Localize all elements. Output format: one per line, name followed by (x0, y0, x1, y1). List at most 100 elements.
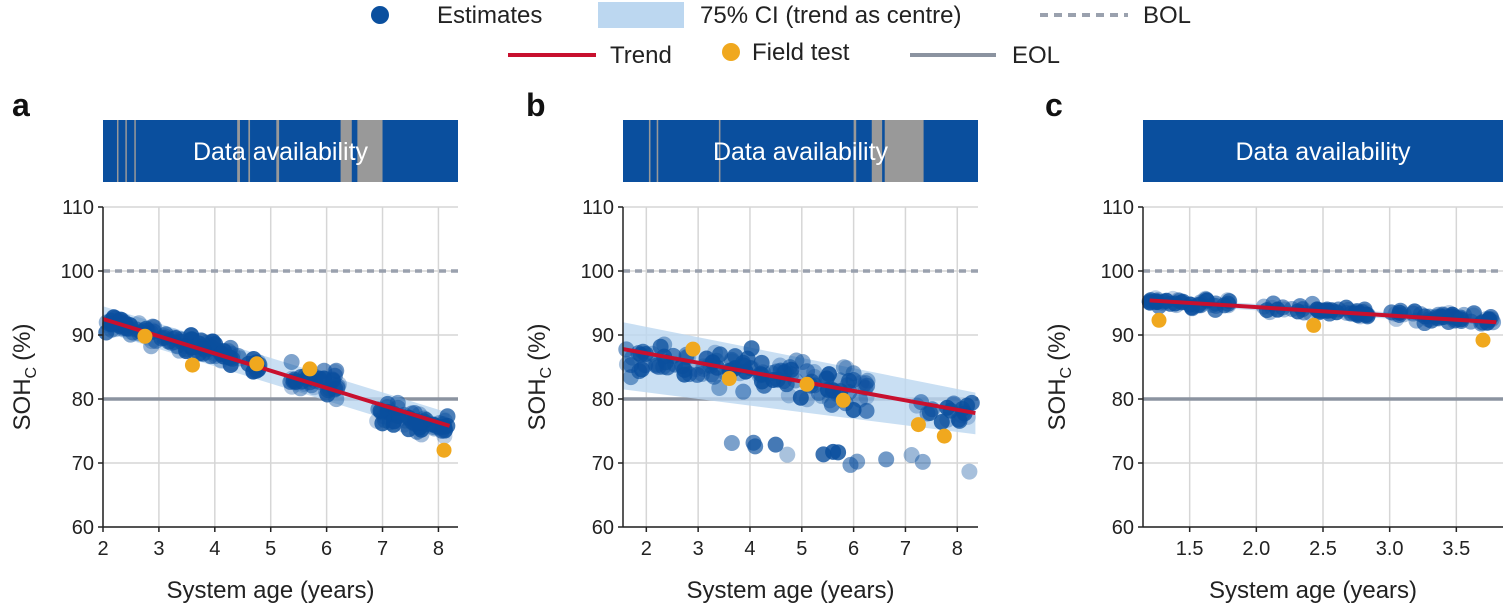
legend-estimates-marker (371, 6, 389, 24)
y-axis-label-unit: (%) (524, 324, 551, 361)
field-test-point (936, 428, 952, 444)
x-tick-label: 5 (796, 538, 807, 560)
y-axis-label-main: SOH (9, 378, 36, 430)
field-test-point (249, 356, 265, 372)
estimate-point (1481, 311, 1498, 328)
x-tick-label: 3.5 (1442, 538, 1470, 560)
x-tick-label: 4 (744, 538, 755, 560)
legend-field-test-label: Field test (752, 39, 850, 66)
estimate-point (292, 380, 309, 397)
estimate-point (711, 379, 728, 396)
y-tick-label: 110 (582, 197, 614, 219)
x-tick-label: 3 (693, 538, 704, 560)
y-tick-label: 60 (592, 517, 614, 539)
estimate-point (878, 451, 895, 468)
availability-gap (276, 120, 280, 182)
availability-bar (103, 120, 458, 182)
panel-label: a (12, 87, 30, 123)
legend-trend-label: Trend (610, 42, 672, 69)
field-test-point (799, 376, 815, 392)
y-tick-label: 80 (72, 389, 94, 411)
field-test-point (436, 442, 452, 458)
estimate-point (838, 360, 855, 377)
field-test-point (137, 328, 153, 344)
x-axis-label: System age (years) (166, 577, 374, 604)
x-axis-label: System age (years) (686, 577, 894, 604)
estimate-point (315, 370, 332, 387)
trend-line (1149, 298, 1497, 325)
estimate-point (376, 408, 393, 425)
field-test-point (910, 417, 926, 433)
availability-gap (237, 120, 240, 182)
field-test-point (835, 392, 851, 408)
estimate-point (735, 354, 752, 371)
y-tick-label: 80 (1112, 389, 1134, 411)
estimate-point (771, 357, 788, 374)
y-tick-label: 100 (1101, 261, 1134, 283)
availability-gap (357, 120, 383, 182)
availability-gap (648, 120, 651, 182)
y-tick-label: 80 (592, 389, 614, 411)
estimate-point (712, 346, 729, 363)
availability-label: Data availability (1235, 138, 1411, 166)
y-axis-label-main: SOH (524, 378, 551, 430)
y-tick-label: 90 (592, 325, 614, 347)
legend-ci-label: 75% CI (trend as centre) (700, 2, 961, 29)
estimate-point (933, 413, 950, 430)
availability-gap (884, 120, 924, 182)
estimate-point (842, 456, 859, 473)
x-tick-label: 1.5 (1176, 538, 1204, 560)
y-tick-label: 70 (1112, 453, 1134, 475)
x-tick-label: 6 (321, 538, 332, 560)
estimate-point (753, 373, 770, 390)
estimate-point (723, 435, 740, 452)
y-tick-label: 100 (61, 261, 94, 283)
x-tick-label: 4 (209, 538, 220, 560)
legend-ci-swatch (598, 2, 684, 28)
estimate-point (798, 391, 815, 408)
x-tick-label: 6 (848, 538, 859, 560)
estimate-point (821, 366, 838, 383)
y-axis-label: SOHC (%) (9, 324, 40, 431)
availability-label: Data availability (713, 138, 889, 166)
panels: a Data availability 2 3 4 5 6 7 8 60 70 80 90 100 110 S… (9, 87, 1503, 604)
estimate-point (859, 372, 876, 389)
legend-bol: BOL (1040, 2, 1191, 29)
estimate-point (903, 447, 920, 464)
estimate-point (780, 387, 797, 404)
estimate-point (859, 377, 876, 394)
estimate-point (815, 446, 832, 463)
field-test-point (1475, 332, 1491, 348)
field-test-point (1306, 317, 1322, 333)
estimate-point (922, 404, 939, 421)
estimate-point (676, 361, 693, 378)
field-test-point (184, 357, 200, 373)
field-test-point (1151, 312, 1167, 328)
estimate-point (961, 463, 978, 480)
estimate-point (950, 411, 967, 428)
x-tick-label: 8 (433, 538, 444, 560)
estimate-point (806, 364, 823, 381)
availability-label: Data availability (193, 138, 369, 166)
estimate-point (799, 363, 816, 380)
panel-label: b (526, 87, 546, 123)
y-tick-label: 110 (1102, 197, 1134, 219)
panel-label: c (1045, 87, 1063, 123)
y-axis-label-main: SOH (1044, 378, 1071, 430)
estimate-point (747, 438, 764, 455)
y-axis-label: SOHC (%) (1044, 324, 1075, 431)
y-axis-label-subscript: C (23, 367, 40, 379)
x-tick-label: 2.0 (1242, 538, 1270, 560)
availability-gap (853, 120, 857, 182)
y-tick-label: 60 (1112, 517, 1134, 539)
availability-gap (718, 120, 721, 182)
x-tick-label: 2 (641, 538, 652, 560)
x-tick-label: 8 (952, 538, 963, 560)
x-tick-label: 2.5 (1309, 538, 1337, 560)
estimate-point (706, 368, 723, 385)
y-tick-label: 70 (592, 453, 614, 475)
legend-ci: 75% CI (trend as centre) (598, 2, 961, 29)
panel-c: c Data availability 1.5 2.0 2.5 3.0 3.5 60 70 80 9… (1044, 87, 1503, 604)
y-tick-label: 90 (72, 325, 94, 347)
